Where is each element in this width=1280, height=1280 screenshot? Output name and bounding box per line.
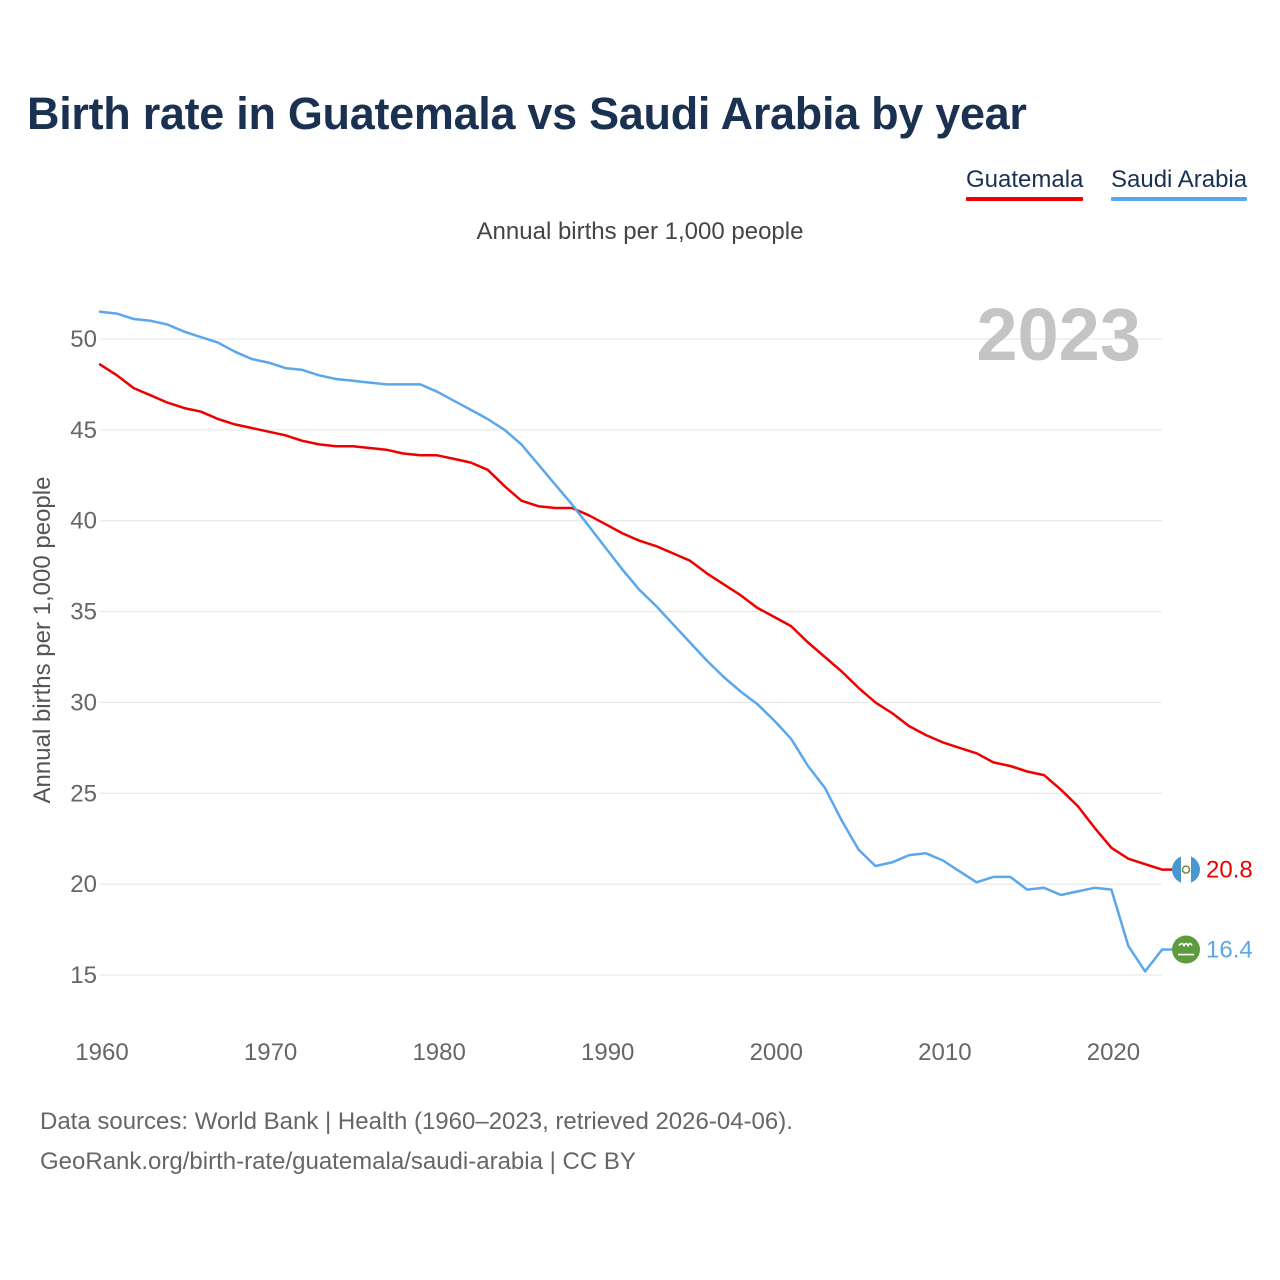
chart-title: Birth rate in Guatemala vs Saudi Arabia … [27, 88, 1027, 139]
legend-swatch-guatemala [966, 197, 1084, 201]
legend-item-guatemala[interactable]: Guatemala [966, 166, 1084, 201]
y-tick-label: 25 [70, 780, 97, 807]
x-tick-label: 1960 [75, 1039, 128, 1066]
y-tick-label: 40 [70, 508, 97, 535]
y-tick-label: 45 [70, 417, 97, 444]
guatemala-flag-icon [1172, 855, 1200, 884]
x-tick-label: 2010 [918, 1039, 971, 1066]
series-line-guatemala[interactable] [98, 363, 1164, 871]
legend-label-guatemala: Guatemala [966, 166, 1084, 193]
chart-subtitle: Annual births per 1,000 people [476, 218, 804, 245]
series-line-saudi-arabia[interactable] [98, 310, 1164, 973]
x-tick-label: 1990 [581, 1039, 634, 1066]
saudi-arabia-flag-icon [1172, 935, 1200, 964]
y-tick-label: 15 [70, 962, 97, 989]
line-chart: 2023 15 20 25 30 35 40 45 50 1960 1970 1980 1990 20… [29, 293, 1253, 1066]
y-axis-label: Annual births per 1,000 people [29, 477, 56, 804]
legend-label-saudi-arabia: Saudi Arabia [1111, 166, 1248, 193]
legend-swatch-saudi-arabia [1111, 197, 1248, 201]
end-value-label-guatemala: 20.8 [1206, 857, 1253, 884]
y-tick-label: 35 [70, 599, 97, 626]
y-tick-label: 20 [70, 871, 97, 898]
y-tick-label: 50 [70, 326, 97, 353]
y-tick-label: 30 [70, 689, 97, 716]
footer-sources: Data sources: World Bank | Health (1960–… [40, 1108, 793, 1135]
legend-item-saudi-arabia[interactable]: Saudi Arabia [1111, 166, 1248, 201]
year-watermark: 2023 [976, 293, 1141, 376]
x-tick-label: 2020 [1087, 1039, 1140, 1066]
x-tick-label: 1980 [412, 1039, 465, 1066]
x-tick-label: 2000 [750, 1039, 803, 1066]
footer-url[interactable]: GeoRank.org/birth-rate/guatemala/saudi-a… [40, 1148, 636, 1175]
end-value-label-saudi-arabia: 16.4 [1206, 937, 1253, 964]
x-tick-label: 1970 [244, 1039, 297, 1066]
